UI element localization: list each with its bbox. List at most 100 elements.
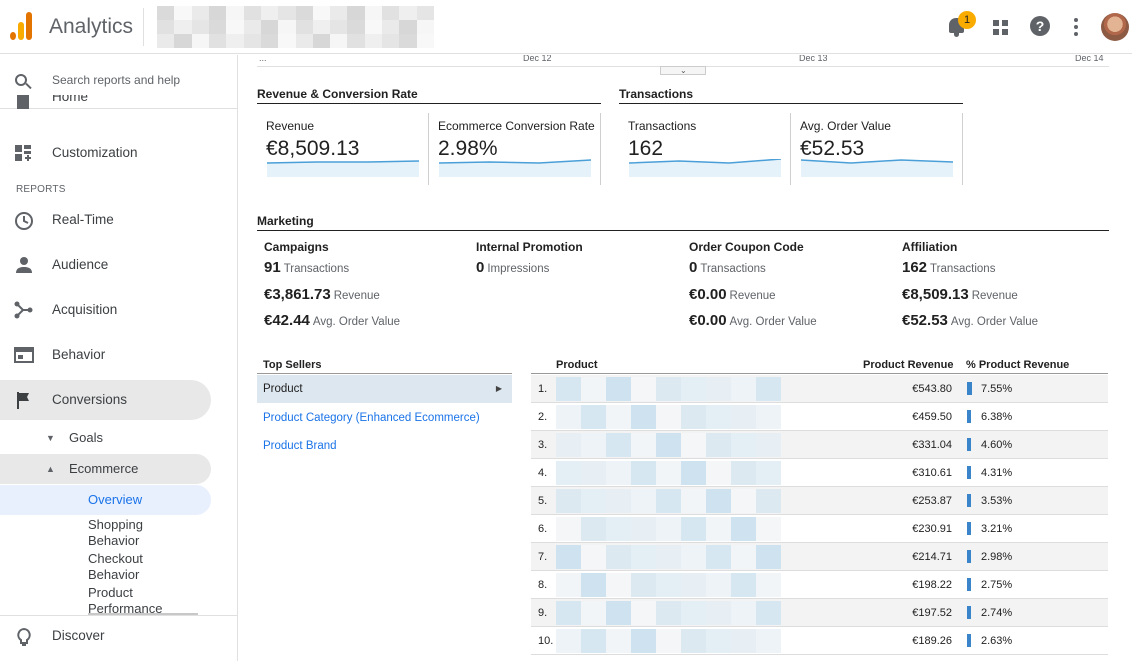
metric-transactions[interactable]: Transactions 162: [619, 113, 791, 185]
product-revenue-value: €189.26: [912, 635, 952, 647]
table-row[interactable]: 1. €543.80 7.55%: [531, 375, 1108, 403]
sidebar-item-behavior[interactable]: Behavior: [0, 335, 237, 375]
more-vert-icon[interactable]: [1066, 15, 1090, 39]
timeline-axis: ... Dec 12 Dec 13 Dec 14: [257, 55, 1109, 69]
metric-label: Transactions: [628, 119, 697, 133]
product-name-link[interactable]: [556, 433, 781, 457]
table-row[interactable]: 3. €331.04 4.60%: [531, 431, 1108, 459]
help-icon[interactable]: ?: [1029, 15, 1053, 39]
search-input[interactable]: [52, 73, 222, 87]
metric-value: 162: [628, 137, 664, 160]
sidebar-item-discover[interactable]: Discover: [0, 616, 237, 656]
table-row[interactable]: 7. €214.71 2.98%: [531, 543, 1108, 571]
column-header-product[interactable]: Product: [556, 359, 598, 371]
row-index: 2.: [538, 411, 548, 423]
marketing-stat[interactable]: 0 Impressions: [476, 259, 550, 276]
product-revenue-value: €543.80: [912, 383, 952, 395]
sidebar-item-acquisition[interactable]: Acquisition: [0, 290, 237, 330]
top-sellers-rule: [257, 373, 512, 374]
product-table-rule: [531, 373, 1108, 374]
sidebar-item-customization[interactable]: Customization: [0, 133, 237, 173]
product-revenue-value: €214.71: [912, 551, 952, 563]
sidebar-item-home[interactable]: Home: [0, 95, 237, 110]
arrow-right-icon: ▶: [495, 384, 502, 393]
sidebar-item-shopping-behavior[interactable]: Shopping Behavior: [88, 517, 143, 548]
sidebar-item-conversions[interactable]: Conversions: [0, 380, 211, 420]
table-row[interactable]: 10. €189.26 2.63%: [531, 627, 1108, 655]
product-revenue-pct: 4.60%: [981, 439, 1013, 451]
app-title[interactable]: Analytics: [49, 15, 134, 38]
table-row[interactable]: 9. €197.52 2.74%: [531, 599, 1108, 627]
sidebar-item-product-performance[interactable]: Product Performance: [88, 585, 163, 616]
sidebar-item-label: Home: [52, 95, 89, 104]
sidebar-item-audience[interactable]: Audience: [0, 245, 237, 285]
product-name-link[interactable]: [556, 517, 781, 541]
product-revenue-value: €310.61: [912, 467, 952, 479]
top-bar: Analytics 1 ?: [0, 0, 1132, 54]
top-sellers-item-product[interactable]: Product ▶: [257, 375, 512, 403]
product-name-link[interactable]: [556, 545, 781, 569]
column-header-product-revenue[interactable]: Product Revenue: [863, 359, 954, 371]
row-index: 5.: [538, 495, 548, 507]
marketing-stat[interactable]: 162 Transactions: [902, 259, 996, 276]
marketing-stat[interactable]: €0.00 Avg. Order Value: [689, 312, 817, 329]
marketing-stat[interactable]: 0 Transactions: [689, 259, 766, 276]
product-name-link[interactable]: [556, 461, 781, 485]
top-sellers-item-brand[interactable]: Product Brand: [257, 432, 512, 460]
metric-conversion-rate[interactable]: Ecommerce Conversion Rate 2.98%: [429, 113, 601, 185]
product-name-link[interactable]: [556, 573, 781, 597]
sidebar-item-ecommerce[interactable]: ▲ Ecommerce: [0, 454, 211, 484]
sidebar-item-goals[interactable]: ▼ Goals: [0, 423, 211, 453]
marketing-stat[interactable]: €3,861.73 Revenue: [264, 286, 380, 303]
search-icon[interactable]: [15, 74, 32, 90]
product-name-link[interactable]: [556, 601, 781, 625]
product-name-link[interactable]: [556, 489, 781, 513]
product-name-link[interactable]: [556, 629, 781, 653]
top-sellers-item-category[interactable]: Product Category (Enhanced Ecommerce): [257, 404, 512, 432]
table-row[interactable]: 2. €459.50 6.38%: [531, 403, 1108, 431]
product-revenue-pct: 2.75%: [981, 579, 1013, 591]
metric-value: 2.98%: [438, 137, 498, 160]
metric-revenue[interactable]: Revenue €8,509.13: [257, 113, 429, 185]
marketing-stat[interactable]: €42.44 Avg. Order Value: [264, 312, 401, 329]
acquisition-icon: [14, 301, 34, 319]
product-name-link[interactable]: [556, 377, 781, 401]
search-row: [0, 55, 237, 109]
lightbulb-icon: [14, 627, 34, 646]
sidebar-item-realtime[interactable]: Real-Time: [0, 200, 237, 240]
table-row[interactable]: 4. €310.61 4.31%: [531, 459, 1108, 487]
chart-collapse-toggle[interactable]: ⌄: [660, 66, 706, 75]
sidebar-scroll-indicator: [88, 613, 198, 615]
apps-grid-icon[interactable]: [990, 15, 1014, 39]
analytics-logo-icon[interactable]: [10, 12, 34, 40]
revenue-share-bar: [967, 606, 971, 619]
row-index: 3.: [538, 439, 548, 451]
customization-icon: [14, 144, 34, 162]
metric-avg-order-value[interactable]: Avg. Order Value €52.53: [791, 113, 963, 185]
product-revenue-pct: 7.55%: [981, 383, 1013, 395]
avatar[interactable]: [1101, 13, 1129, 41]
sidebar-item-label: Discover: [52, 628, 105, 643]
sidebar-divider: [0, 615, 237, 616]
marketing-internal-promotion: Internal Promotion 0 Impressions: [476, 240, 686, 276]
account-selector[interactable]: [157, 6, 434, 48]
sidebar-item-checkout-behavior[interactable]: Checkout Behavior: [88, 551, 143, 582]
revenue-share-bar: [967, 634, 971, 647]
marketing-stat[interactable]: 91 Transactions: [264, 259, 350, 276]
column-header-pct-revenue[interactable]: % Product Revenue: [966, 359, 1070, 371]
revenue-section-title: Revenue & Conversion Rate: [257, 87, 601, 104]
table-row[interactable]: 5. €253.87 3.53%: [531, 487, 1108, 515]
table-row[interactable]: 8. €198.22 2.75%: [531, 571, 1108, 599]
timeline-date-label: Dec 13: [799, 55, 828, 63]
marketing-section-title: Marketing: [257, 214, 1109, 231]
metric-value: €8,509.13: [266, 137, 360, 160]
row-index: 9.: [538, 607, 548, 619]
marketing-stat[interactable]: €8,509.13 Revenue: [902, 286, 1018, 303]
product-name-link[interactable]: [556, 405, 781, 429]
marketing-stat[interactable]: €0.00 Revenue: [689, 286, 776, 303]
transactions-section-title: Transactions: [619, 87, 963, 104]
revenue-share-bar: [967, 550, 971, 563]
marketing-stat[interactable]: €52.53 Avg. Order Value: [902, 312, 1039, 329]
table-row[interactable]: 6. €230.91 3.21%: [531, 515, 1108, 543]
sidebar-item-overview[interactable]: Overview: [0, 485, 211, 515]
